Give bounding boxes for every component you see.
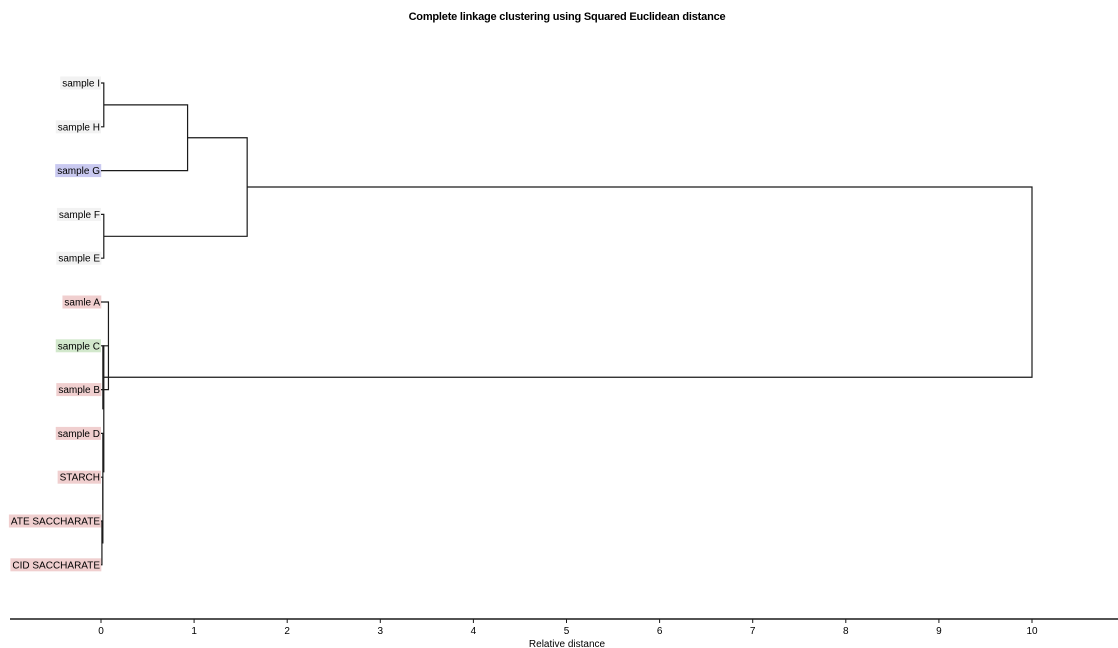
leaf-ats: ATE SACCHARATE (8, 514, 102, 528)
leaf-a: samle A (62, 295, 102, 309)
x-tick-label: 10 (1026, 626, 1038, 637)
link-m4 (103, 137, 248, 237)
link-m7 (101, 432, 104, 511)
x-axis-title: Relative distance (529, 639, 606, 648)
x-tick-label: 3 (378, 626, 384, 637)
leaf-cds: CID SACCHARATE (10, 558, 102, 572)
link-m11 (102, 186, 1033, 378)
leaf-d: sample D (55, 426, 101, 440)
leaf-label: sample I (62, 79, 100, 90)
leaf-b: sample B (56, 383, 102, 397)
link-m3 (101, 213, 105, 259)
leaf-label: sample B (58, 385, 100, 396)
leaf-label: sample G (57, 166, 100, 177)
link-m5 (101, 520, 103, 566)
leaf-label-highlight (55, 426, 101, 440)
leaf-label-highlight (56, 251, 102, 265)
x-tick-label: 0 (98, 626, 104, 637)
chart-title: Complete linkage clustering using Square… (408, 11, 726, 23)
leaf-label-highlight (56, 383, 102, 397)
x-tick-label: 4 (471, 626, 477, 637)
dendrogram-links (101, 82, 1033, 566)
leaf-label-highlight (55, 339, 101, 353)
leaf-g: sample G (55, 164, 102, 178)
x-tick-label: 1 (191, 626, 197, 637)
leaf-labels: sample I sample H sample G sample F sample E… (8, 76, 102, 572)
x-tick-label: 2 (284, 626, 290, 637)
leaf-label: CID SACCHARATE (12, 560, 100, 571)
leaf-h: sample H (55, 120, 101, 134)
x-tick-label: 8 (843, 626, 849, 637)
leaf-label-highlight (55, 120, 101, 134)
x-tick-label: 5 (564, 626, 570, 637)
leaf-label: sample F (59, 210, 100, 221)
leaf-st: STARCH (57, 470, 101, 484)
leaf-label-highlight (56, 207, 101, 221)
leaf-c: sample C (55, 339, 101, 353)
leaf-label: STARCH (60, 473, 100, 484)
leaf-label-highlight (55, 164, 102, 178)
link-m1 (101, 82, 105, 128)
leaf-e: sample E (56, 251, 102, 265)
leaf-label: sample D (58, 429, 100, 440)
leaf-label: ATE SACCHARATE (11, 517, 100, 528)
x-tick-label: 6 (657, 626, 663, 637)
leaf-label-highlight (62, 295, 102, 309)
leaf-label-highlight (60, 76, 101, 90)
leaf-label: sample C (58, 341, 100, 352)
leaf-label-highlight (8, 514, 102, 528)
leaf-i: sample I (60, 76, 101, 90)
leaf-label-highlight (10, 558, 102, 572)
leaf-label: sample H (58, 122, 100, 133)
leaf-label-highlight (57, 470, 101, 484)
leaf-f: sample F (56, 207, 101, 221)
x-tick-label: 7 (750, 626, 756, 637)
link-m2 (101, 104, 189, 172)
leaf-label: sample E (58, 254, 100, 265)
x-tick-label: 9 (936, 626, 942, 637)
x-axis: 0 1 2 3 4 5 6 7 8 9 10 (10, 618, 1118, 637)
leaf-label: samle A (64, 298, 100, 309)
